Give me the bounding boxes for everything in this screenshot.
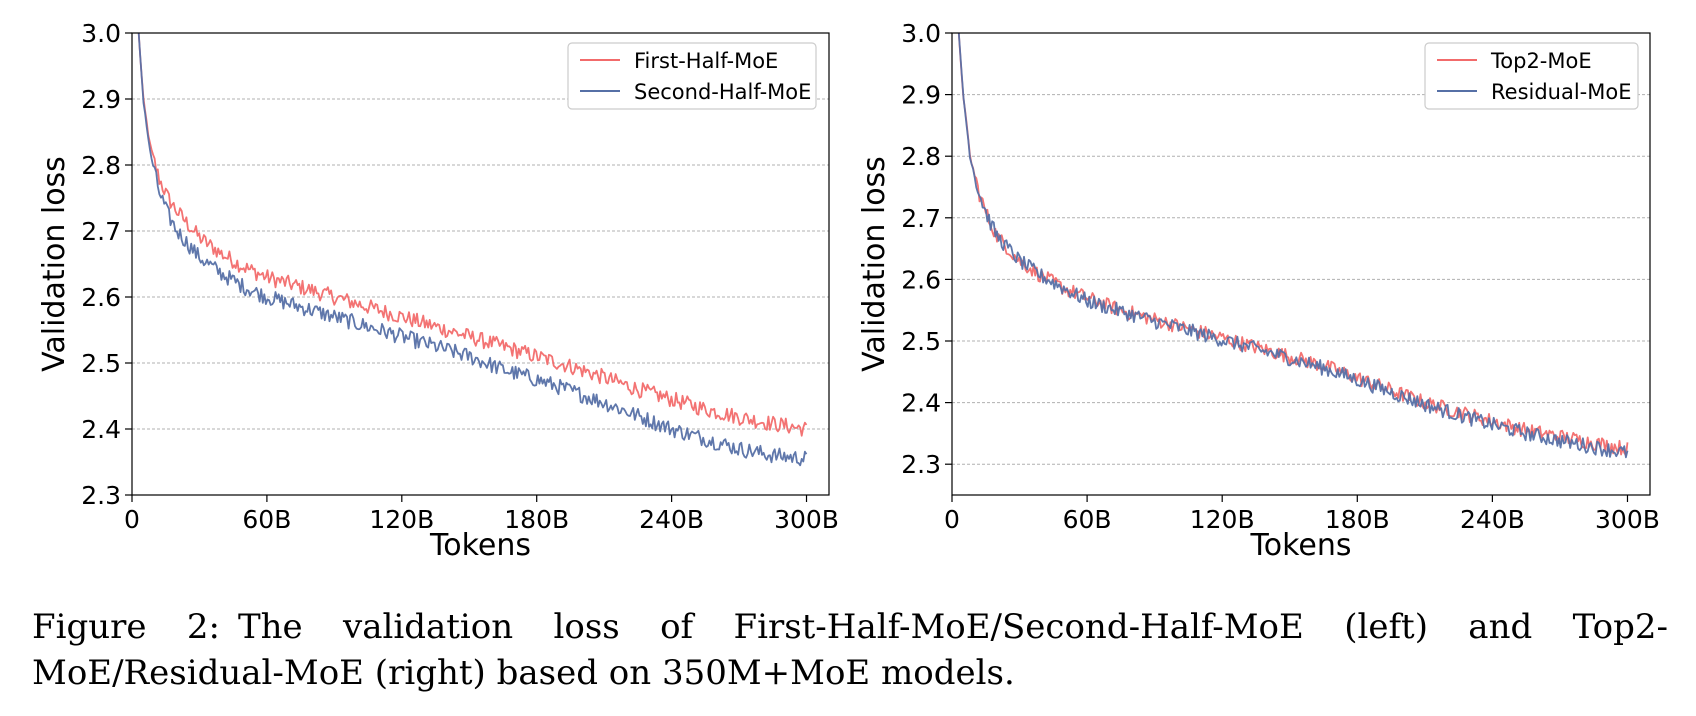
figure-caption: Figure 2: The validation loss of First-Ha… [32, 604, 1668, 696]
legend-box [1424, 42, 1639, 110]
series-group [137, 32, 808, 467]
y-tick-label: 2.3 [81, 481, 121, 510]
x-tick-label: 60B [1063, 505, 1112, 534]
x-axis-label: Tokens [1250, 528, 1352, 563]
x-tick-label: 300B [774, 505, 839, 534]
y-tick-label: 2.6 [901, 265, 941, 294]
y-tick-label: 2.8 [901, 142, 941, 171]
plot-frame [951, 32, 1651, 496]
y-tick-label: 2.6 [81, 283, 121, 312]
chart-panel-left: 2.3 2.4 2.5 2.6 2.7 2.8 2.9 3.0 0 60B 120B 180B 240B… [37, 19, 839, 563]
legend: First-Half-MoE Second-Half-MoE [567, 42, 817, 110]
x-tick-label: 180B [504, 505, 569, 534]
legend-label: Top2-MoE [1490, 49, 1592, 73]
legend-label: First-Half-MoE [634, 49, 778, 73]
y-tick-label: 2.9 [81, 85, 121, 114]
x-tick-label: 300B [1595, 505, 1660, 534]
x-axis-label: Tokens [429, 528, 531, 563]
caption-text: The validation loss of First-Half-MoE/Se… [32, 607, 1668, 693]
y-tick-label: 2.5 [901, 327, 941, 356]
y-tick-label: 2.8 [81, 151, 121, 180]
y-tick-label: 2.9 [901, 81, 941, 110]
y-tick-label: 2.5 [81, 349, 121, 378]
legend-label: Second-Half-MoE [634, 80, 811, 104]
series-line-residual-moe [957, 32, 1629, 459]
x-tick-label: 240B [639, 505, 704, 534]
series-group [957, 32, 1629, 459]
y-tick-label: 2.7 [901, 204, 941, 233]
series-line-top2-moe [957, 32, 1629, 457]
plot-frame [131, 32, 830, 496]
series-line-second-half-moe [137, 32, 808, 467]
y-axis-label: Validation loss [37, 156, 72, 372]
x-tick-label: 120B [1190, 505, 1255, 534]
y-tick-label: 2.7 [81, 217, 121, 246]
y-tick-label: 2.4 [81, 415, 121, 444]
legend-label: Residual-MoE [1491, 80, 1632, 104]
x-tick-label: 60B [242, 505, 291, 534]
y-axis-label: Validation loss [857, 156, 892, 372]
x-tick-label: 180B [1325, 505, 1390, 534]
x-tick-label: 0 [944, 505, 960, 534]
y-tick-label: 3.0 [81, 19, 121, 48]
caption-label: Figure 2: [32, 607, 220, 647]
x-tick-label: 0 [124, 505, 140, 534]
figure: 2.3 2.4 2.5 2.6 2.7 2.8 2.9 3.0 0 60B 120B 180B 240B… [37, 19, 1660, 563]
chart-panel-right: 2.3 2.4 2.5 2.6 2.7 2.8 2.9 3.0 0 60B 120B 180B 240B… [857, 19, 1660, 563]
legend-box [567, 42, 817, 110]
series-line-first-half-moe [137, 32, 808, 437]
x-tick-label: 120B [369, 505, 434, 534]
y-tick-label: 2.4 [901, 389, 941, 418]
y-tick-label: 3.0 [901, 19, 941, 48]
x-tick-label: 240B [1460, 505, 1525, 534]
legend: Top2-MoE Residual-MoE [1424, 42, 1639, 110]
y-tick-label: 2.3 [901, 450, 941, 479]
